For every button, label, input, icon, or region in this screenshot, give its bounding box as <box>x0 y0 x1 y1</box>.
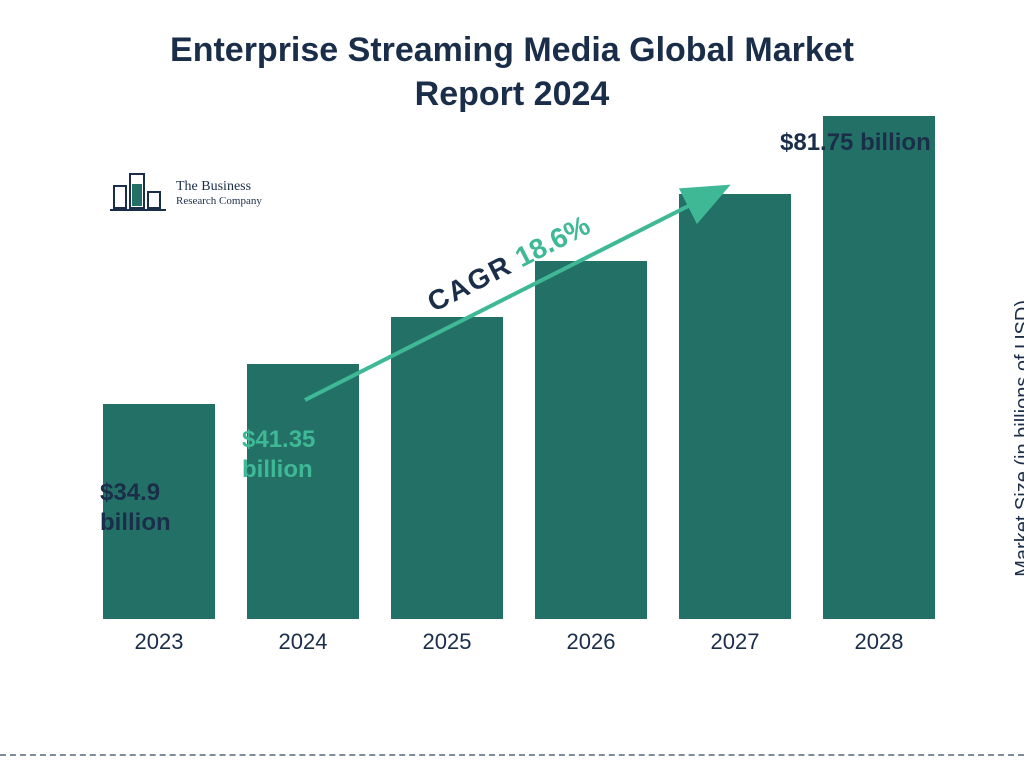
bar-group: 2024 <box>247 364 359 655</box>
value-label: $81.75 billion <box>780 128 931 158</box>
x-axis-label: 2023 <box>135 629 184 655</box>
bar-group: 2026 <box>535 261 647 655</box>
x-axis-label: 2024 <box>279 629 328 655</box>
x-axis-label: 2027 <box>711 629 760 655</box>
value-label: $34.9billion <box>100 478 171 538</box>
x-axis-label: 2028 <box>855 629 904 655</box>
chart-title: Enterprise Streaming Media Global Market… <box>0 28 1024 116</box>
bar <box>679 194 791 619</box>
bar <box>247 364 359 619</box>
chart-area: 2023 2024 2025 2026 2027 2028 <box>95 150 935 695</box>
bar <box>535 261 647 619</box>
footer-divider <box>0 754 1024 756</box>
bar <box>391 317 503 619</box>
bar-group: 2028 <box>823 116 935 655</box>
x-axis-label: 2026 <box>567 629 616 655</box>
x-axis-label: 2025 <box>423 629 472 655</box>
bar-group: 2025 <box>391 317 503 655</box>
bar-series: 2023 2024 2025 2026 2027 2028 <box>95 150 915 655</box>
y-axis-label: Market Size (in billions of USD) <box>1012 300 1024 577</box>
bar-group: 2027 <box>679 194 791 655</box>
value-label: $41.35billion <box>242 425 315 485</box>
bar <box>823 116 935 619</box>
